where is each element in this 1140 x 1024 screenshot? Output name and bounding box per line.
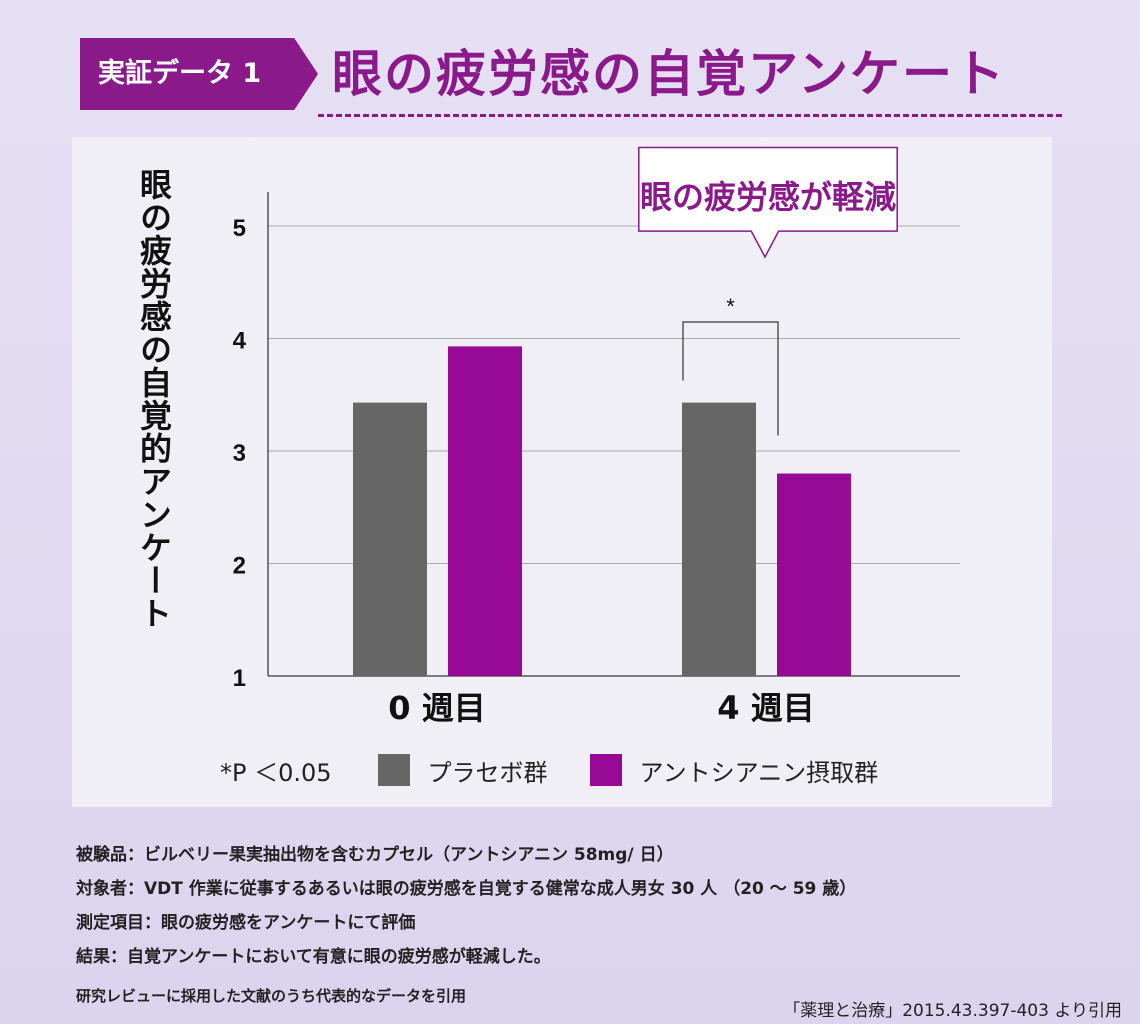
note-subject-product: 被験品：ビルベリー果実抽出物を含むカプセル（アントシアニン 58mg/ 日） [76, 845, 674, 865]
x-tick-label: 4 週目 [717, 689, 814, 727]
y-tick-label: 3 [233, 440, 246, 467]
bar [353, 402, 427, 676]
legend-label-anthocyanin: アントシアニン摂取群 [639, 758, 879, 787]
legend-item-anthocyanin: アントシアニン摂取群 [589, 753, 879, 788]
header-tag-label: 実証データ 1 [98, 58, 262, 89]
significance-note: *P ＜0.05 [220, 758, 332, 787]
callout-bubble [638, 146, 898, 259]
y-tick-label: 4 [233, 328, 247, 355]
page-title: 眼の疲労感の自覚アンケート [332, 45, 1006, 103]
legend: *P ＜0.05 プラセボ群 アントシアニン摂取群 [220, 750, 920, 790]
study-notes: 被験品：ビルベリー果実抽出物を含むカプセル（アントシアニン 58mg/ 日） 対… [76, 838, 856, 974]
legend-swatch-placebo [377, 754, 410, 786]
legend-item-placebo: プラセボ群 [377, 753, 548, 788]
bar [448, 346, 522, 676]
note-participants: 対象者：VDT 作業に従事するあるいは眼の疲労感を自覚する健常な成人男女 30 … [76, 879, 857, 899]
footer-citation: 「薬理と治療」2015.43.397-403 より引用 [783, 1001, 1122, 1021]
chart-panel [72, 137, 1052, 807]
title-divider [318, 114, 1062, 117]
y-axis-label: 眼の疲労感の自覚的アンケート [135, 168, 173, 630]
note-measurement: 測定項目：眼の疲労感をアンケートにて評価 [76, 913, 416, 933]
note-result: 結果：自覚アンケートにおいて有意に眼の疲労感が軽減した。 [76, 947, 551, 967]
x-tick-label: 0 週目 [388, 689, 485, 727]
footer-source-note: 研究レビューに採用した文献のうち代表的なデータを引用 [76, 987, 467, 1005]
y-tick-label: 2 [233, 553, 246, 580]
bar [682, 402, 756, 676]
y-tick-label: 5 [233, 215, 246, 242]
y-tick-label: 1 [233, 665, 246, 692]
callout-text: 眼の疲労感が軽減 [639, 178, 896, 216]
legend-swatch-anthocyanin [589, 754, 622, 786]
header-tag: 実証データ 1 [80, 38, 318, 110]
significance-mark: * [726, 294, 735, 319]
legend-label-placebo: プラセボ群 [427, 758, 548, 787]
bar [777, 473, 851, 676]
significance-bracket [682, 321, 779, 436]
